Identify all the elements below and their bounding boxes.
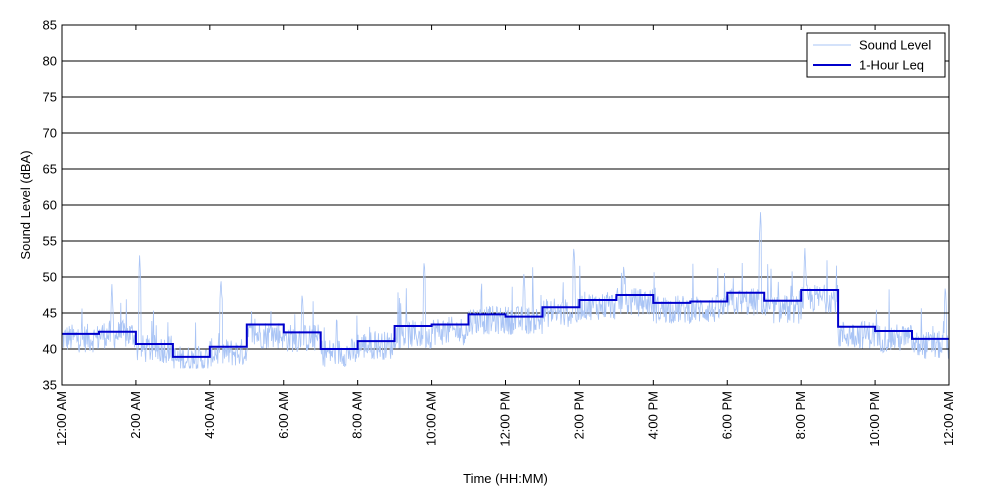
legend-box [806,32,946,78]
y-axis: 35 40 45 50 55 60 65 70 75 80 85 [43,18,949,393]
y-tick-label: 85 [43,18,57,33]
x-axis: 12:00 AM 2:00 AM 4:00 AM 6:00 AM 8:00 AM 10:0… [54,25,956,447]
y-tick-label: 60 [43,198,57,213]
x-tick-label: 4:00 PM [645,391,660,439]
x-tick-label: 10:00 AM [424,391,439,446]
x-tick-label: 8:00 AM [350,391,365,439]
y-tick-label: 35 [43,378,57,393]
series-line-1-hour-leq [62,289,949,358]
x-tick-label: 6:00 AM [276,391,291,439]
y-axis-label: Sound Level (dBA) [18,150,33,259]
x-tick-label: 6:00 PM [719,391,734,439]
y-tick-label: 45 [43,306,57,321]
y-tick-label: 65 [43,162,57,177]
x-tick-label: 12:00 AM [54,391,69,446]
x-axis-label: Time (HH:MM) [463,471,548,486]
x-tick-label: 8:00 PM [793,391,808,439]
y-tick-label: 50 [43,270,57,285]
grid-layer [62,60,949,350]
y-tick-label: 40 [43,342,57,357]
y-tick-label: 55 [43,234,57,249]
series-line-sound-level [61,212,950,369]
x-tick-label: 10:00 PM [867,391,882,447]
series-layer [61,212,950,369]
x-tick-label: 2:00 PM [571,391,586,439]
x-tick-label: 4:00 AM [202,391,217,439]
x-tick-label: 2:00 AM [128,391,143,439]
legend: Sound Level 1-Hour Leq [806,32,946,78]
x-tick-label: 12:00 PM [498,391,513,447]
legend-label-leq: 1-Hour Leq [859,58,924,73]
x-tick-label: 12:00 AM [941,391,956,446]
y-tick-label: 75 [43,90,57,105]
y-tick-label: 80 [43,54,57,69]
y-tick-label: 70 [43,126,57,141]
legend-label-sound-level: Sound Level [859,38,931,53]
